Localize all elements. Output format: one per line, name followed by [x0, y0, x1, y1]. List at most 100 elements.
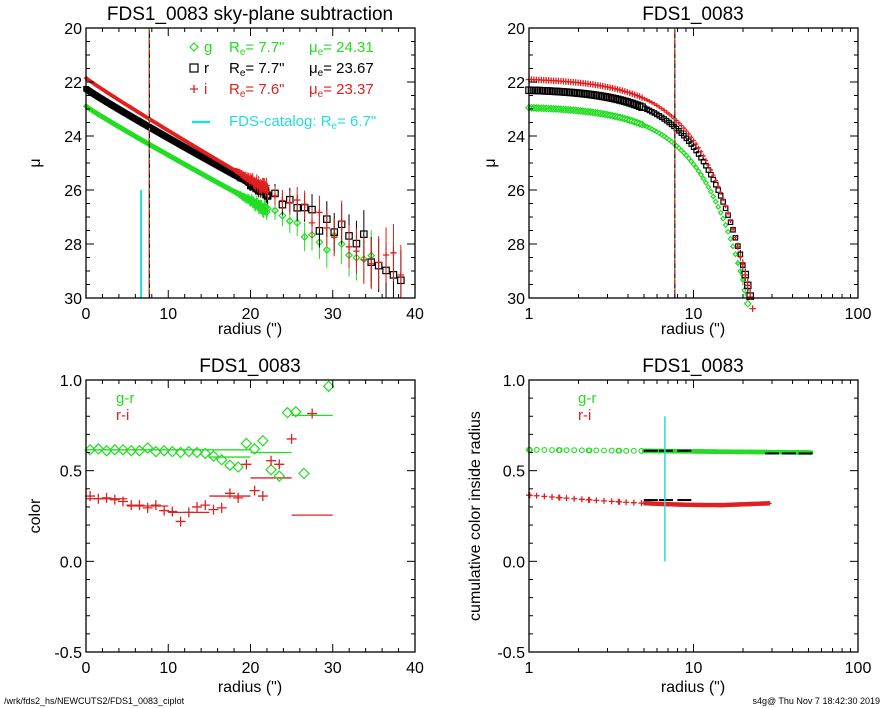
data-point-g [571, 106, 580, 115]
data-point-g [539, 104, 548, 113]
legend-catalog-text: = 6.7" [337, 113, 376, 130]
x-tick-label: 20 [242, 660, 260, 677]
data-point-r [621, 97, 629, 106]
data-point-i [271, 192, 279, 200]
data-point-g [561, 105, 570, 114]
legend: g Re= 7.7" μe= 24.31 r Re= 7.7" μe= 23.67 i Re=… [189, 39, 376, 132]
x-tick-label: 1 [525, 306, 534, 323]
data-point-g-r [265, 463, 277, 476]
x-tick-label: 30 [324, 306, 342, 323]
data-point-g [554, 105, 563, 114]
legend-mu-text: = 23.67 [323, 60, 373, 77]
legend-mu-g: μe= 24.31 [309, 39, 374, 58]
x-tick-label: 100 [845, 660, 872, 677]
data-point-g [598, 109, 607, 118]
legend-re-text: = 7.6" [245, 81, 284, 98]
panel-title: FDS1_0083 sky-plane subtraction [107, 4, 393, 25]
data-point-i [301, 201, 308, 208]
data-point-g [739, 276, 746, 283]
data-point-g [613, 112, 622, 121]
data-point-i [744, 282, 751, 289]
legend-band-g: g [204, 39, 212, 56]
data-point-i [353, 247, 360, 255]
data-point-g [688, 158, 695, 165]
data-point-r-i [623, 499, 630, 506]
panel-color: FDS1_0083 0 10 20 30 40 1.0 0.5 0.0 -0.5 radius … [27, 356, 424, 696]
data-point-g [715, 203, 722, 211]
data-point-r-i [608, 498, 615, 505]
data-point-g [727, 235, 734, 242]
data-point-g-r [108, 443, 121, 456]
data-point-g [625, 116, 634, 125]
data-point-i [746, 293, 754, 301]
data-point-r-i [85, 491, 96, 502]
data-point-i [316, 209, 323, 216]
data-point-g [608, 111, 617, 120]
subscript: e [240, 47, 246, 58]
data-point-g [337, 239, 346, 249]
data-point-g-r [117, 443, 129, 456]
data-point-r-i [563, 495, 570, 502]
data-point-g [588, 108, 597, 117]
legend-re-i: Re= 7.6" [229, 81, 285, 100]
data-point-g-r [541, 447, 548, 453]
data-point-g-r [248, 443, 261, 455]
data-point-r-i [208, 504, 219, 515]
data-point-i [345, 243, 353, 251]
x-tick-label: 0 [82, 660, 91, 677]
data-point-g-r [207, 450, 220, 463]
x-tick-label: 10 [685, 660, 703, 677]
y-tick-label: 30 [507, 291, 525, 308]
subscript: e [332, 121, 338, 132]
data-point-g-r [556, 447, 563, 454]
data-point-g [596, 109, 605, 118]
data-point-r-i [175, 516, 186, 527]
data-point-g-r [273, 470, 286, 482]
data-point-g-r [630, 447, 637, 454]
subscript: e [318, 68, 324, 79]
data-point-i [701, 153, 706, 159]
data-point-r-i [183, 507, 194, 518]
data-point-g [591, 108, 600, 117]
data-point-g [705, 184, 712, 191]
data-point-g [623, 115, 632, 124]
data-point-g [534, 104, 543, 113]
legend-mu-r: μe= 23.67 [309, 60, 374, 79]
data-point-i [703, 158, 709, 163]
data-point-i [718, 190, 723, 195]
data-point-r-i [286, 433, 297, 444]
data-point-r-i [526, 492, 533, 499]
data-point-i [657, 104, 662, 110]
data-point-r-i [233, 492, 244, 503]
data-point-i [654, 103, 659, 108]
y-axis-label: μ [482, 158, 499, 167]
data-point-g [547, 104, 556, 113]
data-point-g [601, 110, 610, 119]
data-point-r-i [578, 496, 585, 503]
data-point-g [293, 218, 302, 227]
x-tick-label: 30 [324, 660, 342, 677]
data-point-r-i [630, 499, 637, 506]
data-point-g [566, 105, 575, 115]
data-point-r-i [533, 492, 540, 499]
y-tick-label: 26 [64, 183, 82, 200]
data-point-i [382, 251, 390, 259]
x-tick-label: 40 [406, 660, 424, 677]
panel-title: FDS1_0083 [642, 4, 743, 25]
y-tick-label: 0.0 [60, 554, 82, 571]
data-point-g [702, 179, 710, 186]
data-point-i [652, 101, 657, 107]
legend-r-i: r-i [578, 407, 591, 424]
data-point-g [630, 117, 639, 126]
y-axis-label: color [27, 498, 44, 533]
data-point-g [606, 111, 615, 120]
data-point-i [730, 226, 736, 232]
data-point-i [294, 196, 301, 204]
data-point-g [712, 198, 719, 205]
y-tick-label: 0.0 [503, 554, 525, 571]
x-tick-label: 10 [685, 306, 703, 323]
legend-re-text: = 7.7" [245, 39, 284, 56]
data-point-g-r [133, 444, 146, 457]
data-point-g-r [166, 445, 179, 458]
data-point-r-i [118, 496, 129, 507]
